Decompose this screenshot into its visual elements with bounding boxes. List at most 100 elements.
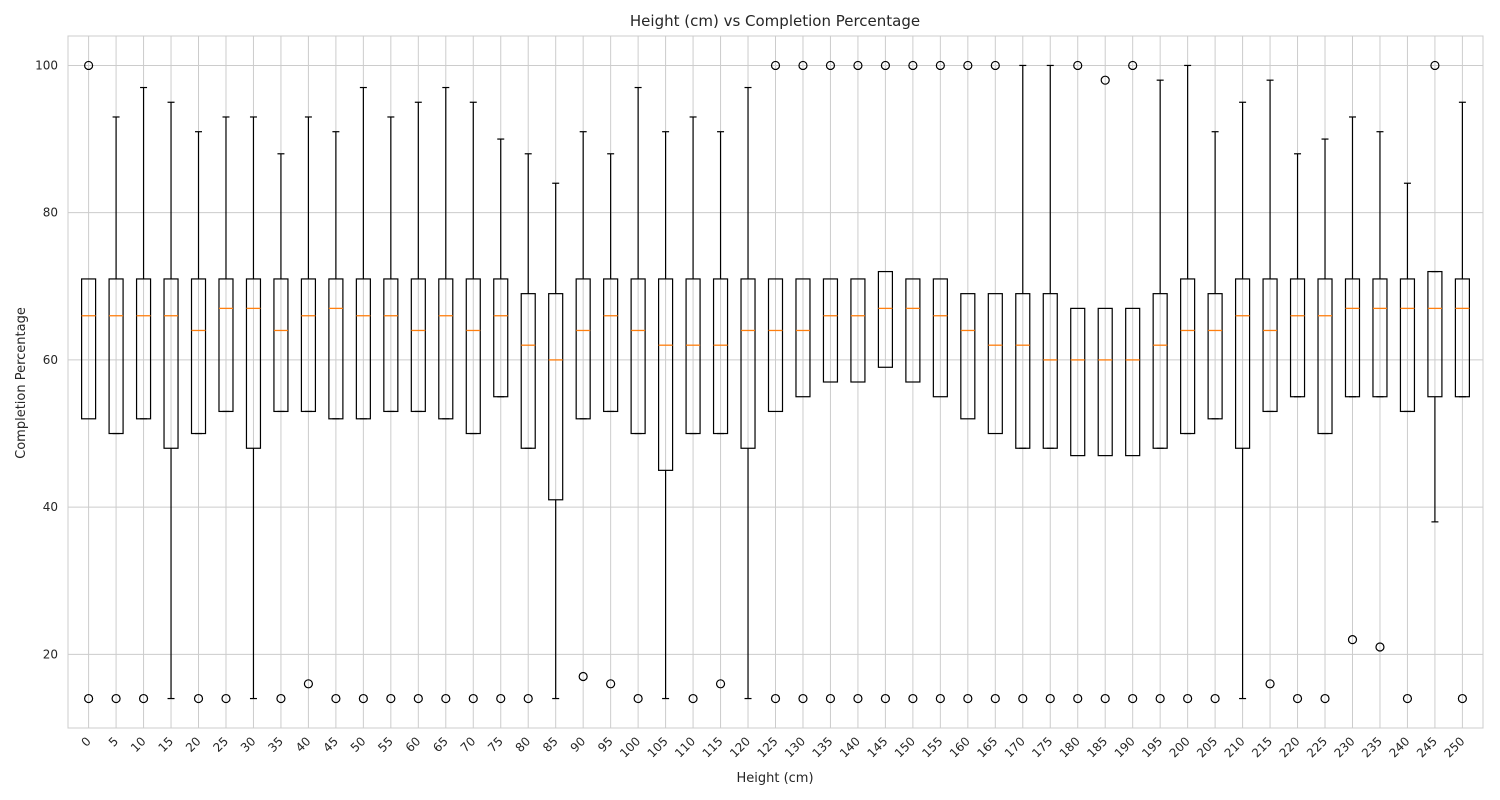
iqr-box bbox=[767, 278, 784, 413]
x-tick-label: 125 bbox=[755, 734, 781, 760]
x-tick-label: 95 bbox=[595, 734, 616, 755]
x-tick-label: 250 bbox=[1441, 734, 1467, 760]
iqr-box bbox=[795, 278, 811, 398]
x-tick-label: 110 bbox=[672, 734, 698, 760]
y-axis-label: Completion Percentage bbox=[14, 307, 29, 459]
outlier-point bbox=[1430, 60, 1440, 71]
box-160 bbox=[960, 60, 976, 704]
outlier-point bbox=[908, 60, 918, 71]
box-145 bbox=[877, 60, 894, 704]
x-tick-label: 160 bbox=[947, 734, 973, 760]
x-tick-label: 20 bbox=[183, 734, 204, 755]
iqr-box bbox=[548, 293, 564, 501]
box-90 bbox=[575, 131, 591, 682]
box-195 bbox=[1152, 79, 1168, 704]
outlier-point bbox=[990, 693, 1000, 704]
iqr-box bbox=[1042, 293, 1058, 449]
iqr-box bbox=[1125, 307, 1141, 457]
outlier-point bbox=[1457, 693, 1467, 704]
x-tick-label: 15 bbox=[155, 734, 176, 755]
iqr-box bbox=[383, 278, 399, 413]
box-105 bbox=[657, 131, 674, 700]
outlier-point bbox=[1155, 693, 1165, 704]
iqr-box bbox=[1372, 278, 1388, 398]
y-tick-label: 80 bbox=[43, 206, 58, 220]
iqr-box bbox=[355, 278, 371, 420]
outlier-point bbox=[688, 693, 698, 704]
iqr-box bbox=[630, 278, 646, 435]
x-tick-label: 225 bbox=[1304, 734, 1330, 760]
outlier-point bbox=[1100, 75, 1110, 85]
x-tick-label: 200 bbox=[1167, 734, 1193, 760]
x-tick-label: 60 bbox=[403, 734, 424, 755]
outlier-point bbox=[1128, 693, 1138, 704]
box-50 bbox=[355, 86, 371, 704]
iqr-box bbox=[960, 293, 976, 420]
outlier-point bbox=[303, 679, 314, 689]
box-190 bbox=[1125, 60, 1141, 704]
outlier-point bbox=[221, 693, 231, 704]
outlier-point bbox=[606, 679, 616, 689]
box-180 bbox=[1070, 60, 1086, 704]
chart-title: Height (cm) vs Completion Percentage bbox=[630, 12, 920, 30]
outlier-point bbox=[578, 671, 588, 682]
box-205 bbox=[1207, 131, 1223, 704]
iqr-box bbox=[81, 278, 97, 420]
boxes-layer bbox=[81, 60, 1470, 704]
x-tick-label: 45 bbox=[320, 734, 341, 755]
box-175 bbox=[1042, 64, 1058, 704]
iqr-box bbox=[300, 278, 317, 413]
box-85 bbox=[548, 182, 564, 700]
x-tick-label: 30 bbox=[238, 734, 259, 755]
iqr-box bbox=[1070, 307, 1086, 457]
iqr-box bbox=[987, 293, 1003, 435]
x-tick-label: 180 bbox=[1057, 734, 1083, 760]
box-165 bbox=[987, 60, 1003, 704]
box-30 bbox=[245, 116, 262, 700]
box-210 bbox=[1234, 101, 1251, 700]
box-170 bbox=[1015, 64, 1031, 704]
outlier-point bbox=[276, 693, 286, 704]
iqr-box bbox=[1399, 278, 1416, 413]
outlier-point bbox=[770, 60, 781, 71]
x-tick-label: 5 bbox=[106, 734, 121, 749]
x-tick-label: 65 bbox=[430, 734, 451, 755]
iqr-box bbox=[438, 278, 454, 420]
outlier-point bbox=[963, 60, 973, 71]
x-tick-label: 205 bbox=[1194, 734, 1220, 760]
outlier-point bbox=[853, 693, 863, 704]
box-35 bbox=[273, 153, 289, 704]
outlier-point bbox=[1073, 693, 1083, 704]
iqr-box bbox=[163, 278, 179, 449]
box-60 bbox=[410, 101, 426, 704]
x-tick-label: 220 bbox=[1277, 734, 1303, 760]
grid-layer bbox=[67, 35, 1484, 729]
iqr-box bbox=[1234, 278, 1251, 449]
outlier-point bbox=[1073, 60, 1083, 71]
box-135 bbox=[822, 60, 839, 704]
iqr-box bbox=[932, 278, 948, 398]
box-95 bbox=[603, 153, 619, 689]
x-tick-label: 70 bbox=[458, 734, 479, 755]
x-tick-label: 245 bbox=[1414, 734, 1440, 760]
box-75 bbox=[493, 138, 509, 704]
outlier-point bbox=[496, 693, 506, 704]
box-240 bbox=[1399, 182, 1416, 704]
x-tick-label: 130 bbox=[782, 734, 808, 760]
outlier-point bbox=[825, 693, 836, 704]
box-130 bbox=[795, 60, 811, 704]
outlier-point bbox=[84, 60, 94, 71]
iqr-box bbox=[218, 278, 234, 413]
x-tick-label: 140 bbox=[837, 734, 863, 760]
iqr-box bbox=[1152, 293, 1168, 449]
outlier-point bbox=[853, 60, 863, 71]
outlier-point bbox=[331, 693, 341, 704]
box-230 bbox=[1344, 116, 1361, 645]
box-0 bbox=[81, 60, 97, 704]
x-tick-label: 185 bbox=[1084, 734, 1110, 760]
iqr-box bbox=[108, 278, 124, 435]
x-tick-label: 35 bbox=[265, 734, 286, 755]
x-tick-label: 25 bbox=[210, 734, 231, 755]
x-tick-label: 120 bbox=[727, 734, 753, 760]
